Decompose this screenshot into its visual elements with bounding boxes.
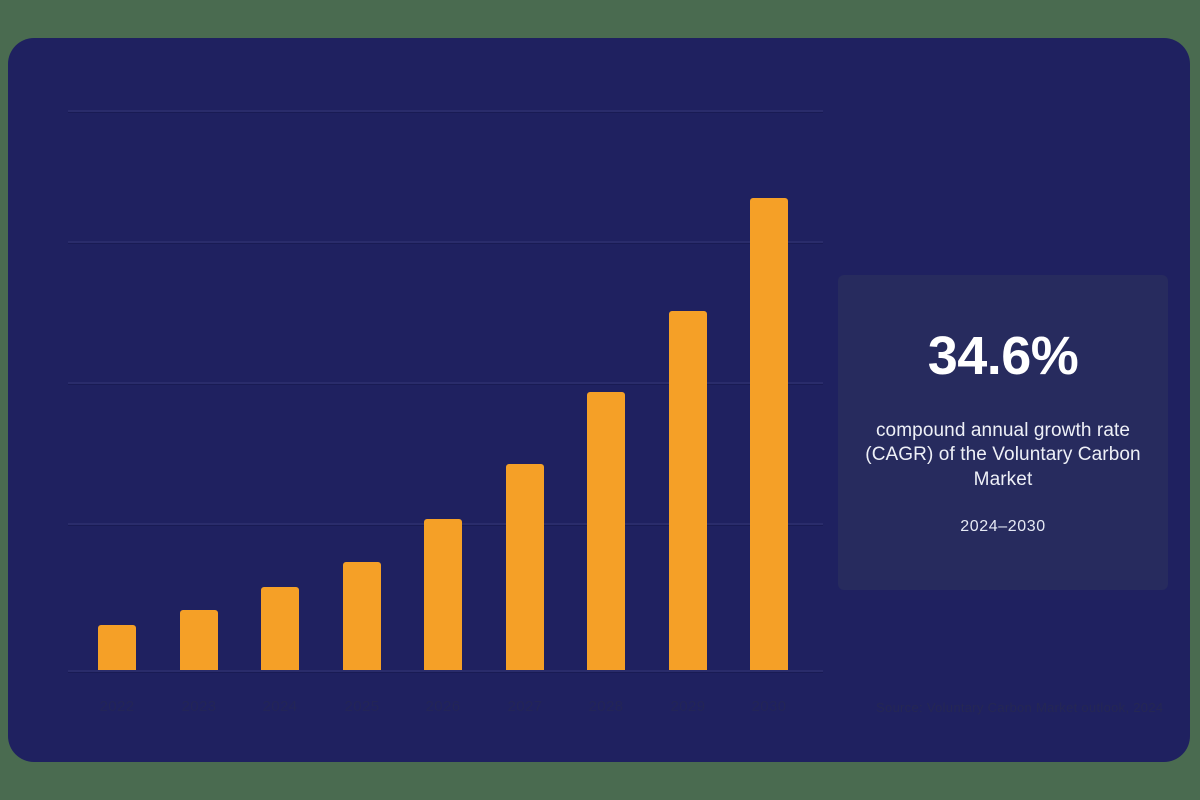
x-axis-label-5: 2027	[507, 698, 543, 715]
bar-series: 2022 2023 2024 2025 2026 2027 2028 2029 …	[68, 102, 823, 715]
bar-2[interactable]	[261, 587, 299, 670]
x-axis-label-7: 2029	[670, 698, 706, 715]
bar-3[interactable]	[343, 562, 381, 670]
x-axis-label-1: 2023	[181, 698, 217, 715]
x-axis-label-4: 2026	[425, 698, 461, 715]
stat-value: 34.6%	[927, 326, 1079, 387]
chart-panel: 2022 2023 2024 2025 2026 2027 2028 2029 …	[8, 38, 1190, 762]
x-axis-label-3: 2025	[344, 698, 380, 715]
gridline-4	[68, 110, 823, 113]
x-axis-baseline	[68, 670, 823, 673]
bar-6[interactable]	[587, 392, 625, 670]
chart-plot-area: 2022 2023 2024 2025 2026 2027 2028 2029 …	[68, 102, 823, 715]
gridline-2	[68, 382, 823, 385]
gridline-3	[68, 241, 823, 244]
stat-caption: compound annual growth rate (CAGR) of th…	[865, 420, 1141, 490]
bar-5[interactable]	[506, 464, 544, 670]
stat-card: 34.6% compound annual growth rate (CAGR)…	[838, 275, 1168, 590]
bar-4[interactable]	[424, 519, 462, 670]
bar-0[interactable]	[98, 625, 136, 670]
x-axis-label-8: 2030	[751, 698, 787, 715]
bar-7[interactable]	[669, 311, 707, 670]
stat-period: 2024–2030	[960, 517, 1046, 535]
bar-1[interactable]	[180, 610, 218, 670]
source-note: Source: Voluntary Carbon Market outlook,…	[876, 700, 1164, 715]
x-axis-label-6: 2028	[588, 698, 624, 715]
x-axis-label-2: 2024	[262, 698, 298, 715]
bar-8[interactable]	[750, 198, 788, 670]
x-axis-label-0: 2022	[99, 698, 135, 715]
